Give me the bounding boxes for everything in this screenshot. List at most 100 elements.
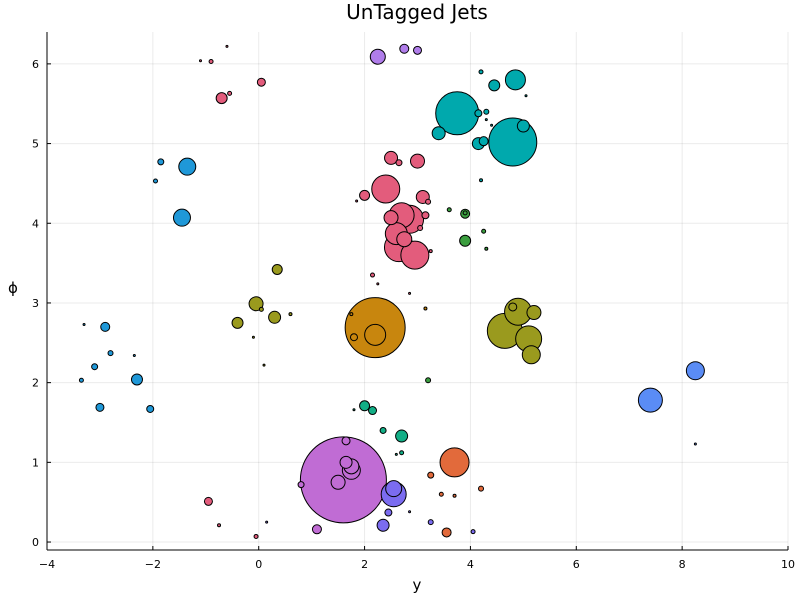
jet-marker-series-9 [478, 485, 485, 492]
jet-marker-series-4 [481, 228, 487, 234]
jet-marker-series-0 [130, 373, 143, 386]
jet-marker-series-8 [395, 429, 409, 443]
x-tick-label: 8 [679, 558, 686, 571]
jet-marker-series-3 [431, 126, 446, 141]
jet-marker-series-10 [311, 524, 322, 535]
jet-marker-series-11 [376, 518, 390, 532]
jet-marker-series-2 [421, 211, 430, 220]
jet-marker-series-2 [383, 210, 399, 226]
y-tick-label: 4 [32, 217, 39, 230]
jet-marker-series-1 [413, 45, 422, 55]
jet-marker-series-5 [231, 316, 244, 329]
jet-marker-series-2 [371, 174, 401, 204]
jet-marker-series-3 [504, 69, 526, 91]
jet-marker-series-2 [400, 240, 430, 270]
jet-marker-series-2 [384, 150, 399, 165]
jet-marker-series-5 [288, 312, 293, 317]
jet-marker-series-3 [488, 79, 501, 92]
jet-marker-series-9 [438, 491, 444, 497]
jet-marker-series-5 [508, 302, 518, 312]
x-tick-label: −2 [145, 558, 161, 571]
plot-frame [46, 32, 788, 551]
jet-marker-series-10 [339, 455, 353, 469]
jet-marker-series-0 [78, 377, 84, 383]
jet-marker-series-0 [172, 208, 191, 227]
jet-marker-series-6 [423, 306, 428, 311]
jet-marker-series-10 [297, 481, 305, 489]
jet-marker-series-2 [227, 90, 233, 96]
jet-marker-series-9 [427, 471, 435, 479]
y-axis-label: ϕ [8, 279, 18, 297]
jet-marker-series-0 [91, 363, 99, 371]
y-tick-label: 0 [32, 536, 39, 549]
jet-marker-series-2 [359, 189, 371, 201]
x-tick-label: 4 [467, 558, 474, 571]
jet-marker-series-11 [470, 529, 476, 535]
jet-marker-series-3 [484, 118, 488, 122]
y-tick-label: 2 [32, 377, 39, 390]
jet-marker-series-5 [251, 335, 255, 339]
jet-marker-series-2 [203, 496, 213, 506]
jet-marker-series-7 [637, 387, 663, 413]
jet-marker-series-6 [364, 323, 387, 346]
jet-marker-series-6 [349, 333, 358, 342]
jet-marker-series-1 [399, 43, 410, 54]
data-markers [78, 43, 705, 539]
jet-marker-series-2 [217, 523, 222, 528]
jet-marker-series-2 [256, 77, 266, 87]
jet-marker-series-8 [368, 406, 378, 416]
jet-marker-series-11 [408, 510, 412, 514]
jet-marker-series-11 [385, 480, 403, 498]
y-tick-label: 6 [32, 58, 39, 71]
jet-marker-series-6 [349, 312, 354, 317]
jet-marker-series-8 [399, 450, 405, 456]
jet-marker-series-5 [262, 363, 266, 367]
jet-marker-series-0 [157, 158, 165, 166]
jet-marker-series-9 [439, 447, 470, 478]
jet-marker-series-2 [225, 44, 229, 48]
jet-marker-series-3 [478, 69, 484, 75]
jet-marker-series-5 [248, 296, 264, 312]
jet-marker-series-0 [100, 321, 111, 332]
jet-marker-series-3 [479, 178, 484, 183]
jet-marker-series-0 [153, 178, 159, 184]
x-tick-label: 2 [361, 558, 368, 571]
x-tick-label: 6 [573, 558, 580, 571]
jet-marker-series-2 [215, 92, 228, 105]
jet-marker-series-2 [395, 159, 403, 167]
jet-marker-series-5 [271, 263, 283, 275]
jet-marker-series-2 [253, 533, 259, 539]
jet-marker-series-8 [394, 452, 398, 456]
jet-marker-series-9 [452, 493, 457, 498]
jet-marker-series-11 [265, 520, 269, 524]
jet-marker-series-2 [410, 153, 425, 169]
x-tick-label: 10 [781, 558, 795, 571]
jet-marker-series-0 [95, 402, 105, 412]
jet-marker-series-2 [370, 272, 376, 278]
jet-marker-series-2 [198, 59, 202, 63]
jet-marker-series-3 [516, 119, 530, 133]
jet-marker-series-1 [369, 48, 386, 65]
y-tick-label: 1 [32, 456, 39, 469]
jet-marker-series-2 [417, 225, 424, 232]
jet-marker-series-3 [478, 136, 489, 147]
jet-marker-series-4 [459, 234, 472, 247]
jet-marker-series-10 [341, 436, 351, 446]
y-axis-ticks: 0 1 2 3 4 5 6 [32, 58, 51, 549]
jet-marker-series-5 [526, 305, 542, 321]
jet-marker-series-11 [384, 508, 393, 517]
jet-marker-series-3 [483, 108, 490, 115]
jet-marker-series-8 [379, 426, 387, 434]
jet-marker-series-4 [446, 207, 452, 213]
jet-marker-series-4 [462, 210, 468, 216]
y-tick-label: 3 [32, 297, 39, 310]
jet-marker-series-4 [484, 246, 489, 251]
jet-marker-series-8 [352, 408, 356, 412]
jet-marker-series-4 [425, 377, 432, 384]
x-axis-ticks: −4 −2 0 2 4 6 8 10 [39, 546, 795, 571]
jet-marker-series-10 [330, 474, 346, 490]
jet-marker-series-0 [82, 322, 86, 326]
x-tick-label: −4 [39, 558, 55, 571]
jet-marker-series-0 [132, 354, 136, 358]
